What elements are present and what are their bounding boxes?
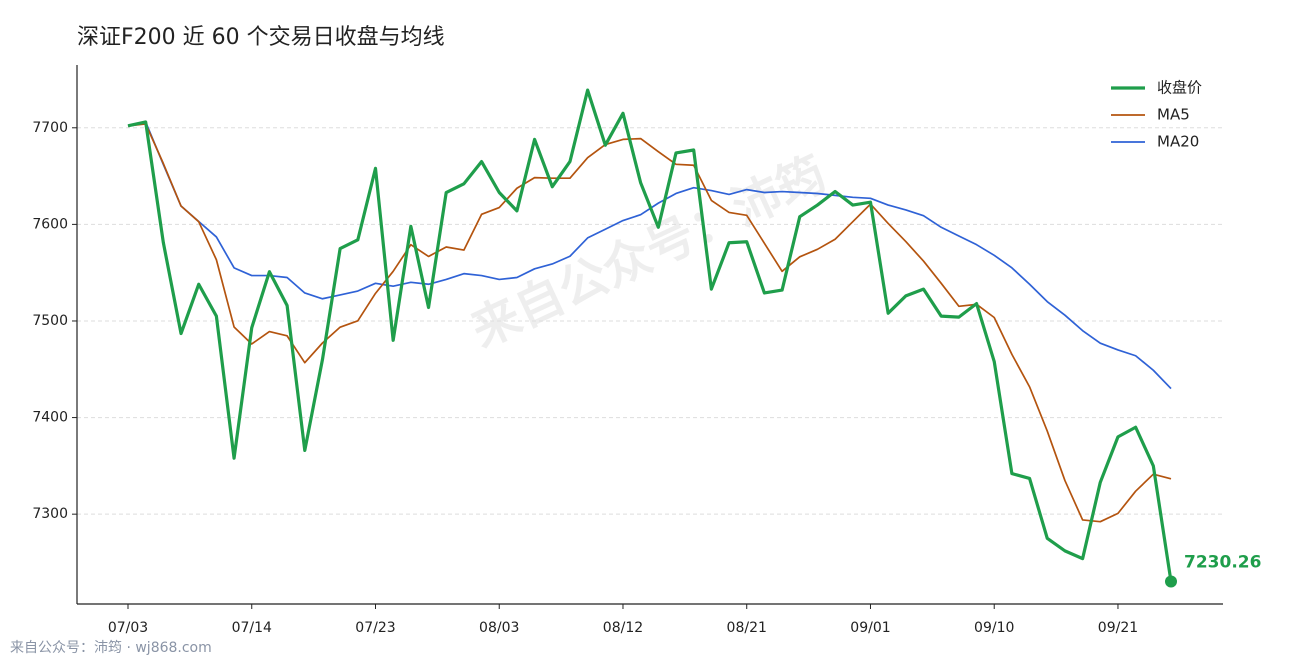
y-tick-label: 7300 xyxy=(32,506,68,522)
x-tick-label: 08/12 xyxy=(603,620,643,636)
y-tick-label: 7700 xyxy=(32,120,68,136)
legend-label: MA5 xyxy=(1157,106,1190,124)
last-point xyxy=(1165,575,1177,588)
x-tick-label: 08/21 xyxy=(727,620,767,636)
x-tick-label: 09/10 xyxy=(974,620,1014,636)
x-tick-label: 07/03 xyxy=(108,620,148,636)
chart-title: 深证F200 近 60 个交易日收盘与均线 xyxy=(77,25,445,50)
last-value-label: 7230.26 xyxy=(1184,553,1261,573)
x-tick-label: 08/03 xyxy=(479,620,519,636)
y-tick-label: 7600 xyxy=(32,216,68,232)
watermark: 来自公众号：沛筠 xyxy=(463,146,835,359)
x-tick-label: 07/23 xyxy=(355,620,395,636)
series-line xyxy=(127,123,1172,523)
footer: 来自公众号：沛筠 · wj868.com xyxy=(10,639,212,656)
legend-label: 收盘价 xyxy=(1157,79,1202,97)
x-tick-label: 09/21 xyxy=(1098,620,1138,636)
x-tick-label: 07/14 xyxy=(232,620,272,636)
series-line xyxy=(127,88,1173,582)
legend-label: MA20 xyxy=(1157,133,1199,151)
y-tick-label: 7500 xyxy=(32,313,68,329)
x-tick-label: 09/01 xyxy=(850,620,890,636)
y-tick-label: 7400 xyxy=(32,410,68,426)
